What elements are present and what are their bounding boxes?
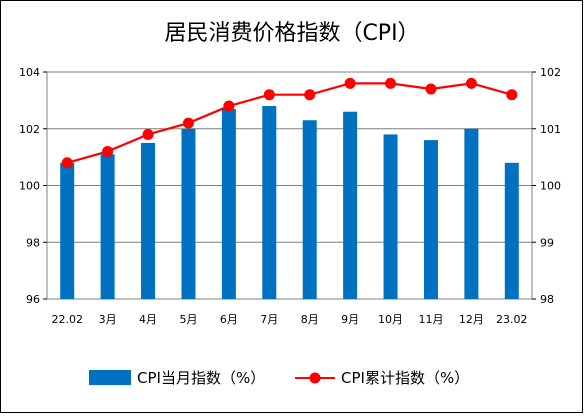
bar bbox=[343, 111, 358, 299]
line-series bbox=[61, 77, 518, 169]
x-tick-label: 11月 bbox=[418, 313, 443, 326]
x-tick-label: 22.02 bbox=[51, 313, 83, 326]
x-tick-label: 3月 bbox=[99, 313, 117, 326]
x-axis: 22.02 3月 4月 5月 6月 7月 8月 9月 10月 11月 12月 23.02 bbox=[51, 313, 527, 326]
y-right-tick-label: 102 bbox=[540, 66, 561, 79]
legend-bar-label: CPI当月指数（%） bbox=[137, 369, 265, 387]
x-tick-label: 5月 bbox=[179, 313, 197, 326]
line-point bbox=[102, 145, 114, 157]
bar bbox=[141, 142, 156, 299]
y-axis-right: 98 99 100 101 102 bbox=[532, 66, 561, 306]
y-left-tick-label: 104 bbox=[19, 66, 40, 79]
bar bbox=[383, 134, 398, 299]
line-point bbox=[465, 77, 477, 89]
bar bbox=[262, 106, 277, 299]
bar bbox=[504, 162, 519, 299]
line-point bbox=[304, 89, 316, 101]
y-left-tick-label: 96 bbox=[26, 293, 40, 306]
bar bbox=[464, 128, 479, 299]
x-tick-label: 10月 bbox=[378, 313, 403, 326]
x-tick-label: 8月 bbox=[301, 313, 319, 326]
y-right-tick-label: 99 bbox=[540, 236, 554, 249]
y-axis-left: 96 98 100 102 104 bbox=[19, 66, 47, 306]
line-point bbox=[425, 83, 437, 95]
bar bbox=[221, 108, 236, 299]
x-tick-label: 6月 bbox=[220, 313, 238, 326]
bar bbox=[100, 154, 115, 299]
legend: CPI当月指数（%） CPI累计指数（%） bbox=[89, 369, 469, 387]
bar bbox=[60, 162, 75, 299]
bar bbox=[423, 140, 438, 299]
series-line bbox=[66, 82, 513, 164]
y-right-tick-label: 101 bbox=[540, 123, 561, 136]
line-point bbox=[506, 89, 518, 101]
y-right-tick-label: 100 bbox=[540, 180, 561, 193]
y-right-tick-label: 98 bbox=[540, 293, 554, 306]
legend-line-label: CPI累计指数（%） bbox=[341, 369, 469, 387]
gridlines bbox=[47, 128, 532, 243]
line-point bbox=[223, 100, 235, 112]
bar bbox=[302, 120, 317, 299]
x-tick-label: 4月 bbox=[139, 313, 157, 326]
y-left-tick-label: 100 bbox=[19, 180, 40, 193]
x-tick-label: 7月 bbox=[260, 313, 278, 326]
line-point bbox=[344, 77, 356, 89]
x-tick-label: 12月 bbox=[459, 313, 484, 326]
line-point bbox=[61, 157, 73, 169]
bar-series bbox=[60, 106, 519, 299]
line-point bbox=[263, 89, 275, 101]
y-left-tick-label: 102 bbox=[19, 123, 40, 136]
bar bbox=[181, 128, 196, 299]
legend-bar-swatch bbox=[89, 370, 131, 385]
line-point bbox=[142, 128, 154, 140]
x-tick-label: 9月 bbox=[341, 313, 359, 326]
y-left-tick-label: 98 bbox=[26, 236, 40, 249]
legend-line-marker bbox=[309, 372, 321, 384]
chart-title: 居民消费价格指数（CPI） bbox=[164, 21, 419, 46]
x-tick-label: 23.02 bbox=[496, 313, 528, 326]
line-point bbox=[385, 77, 397, 89]
line-point bbox=[182, 117, 194, 129]
